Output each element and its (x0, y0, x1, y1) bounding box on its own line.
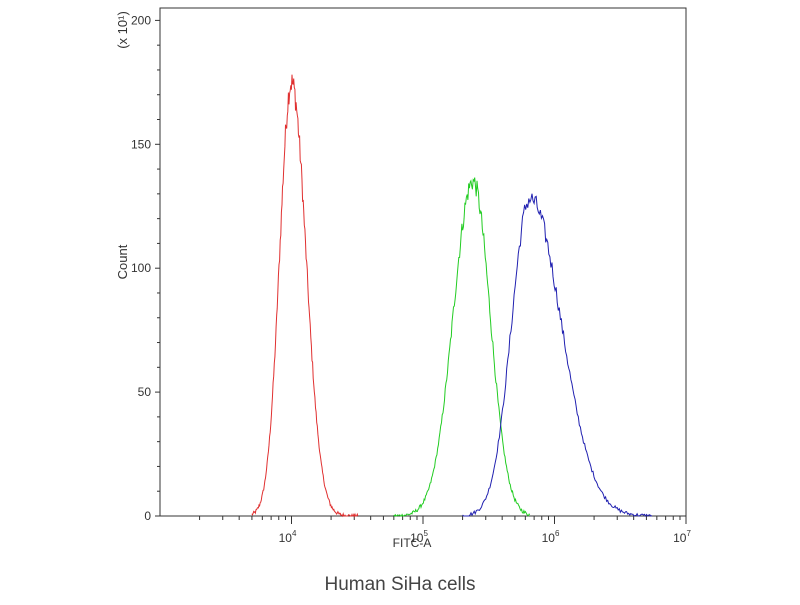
y-axis-label: Count (115, 244, 130, 279)
plot-frame (159, 7, 687, 517)
x-axis: 104 105 106 107 (199, 516, 691, 545)
y-tick-label: 0 (144, 509, 151, 523)
series-2-curve (393, 177, 531, 517)
x-axis-label: FITC-A (393, 536, 432, 550)
series-layer (251, 74, 653, 518)
y-tick-label: 150 (131, 137, 151, 151)
x-tick-label: 104 (279, 529, 297, 545)
x-tick-label: 106 (542, 529, 560, 545)
chart-caption: Human SiHa cells (324, 574, 476, 595)
series-1-curve (251, 74, 359, 518)
y-tick-label: 200 (131, 13, 151, 27)
y-axis: 0 50 100 150 200 (131, 13, 160, 523)
y-tick-label: 100 (131, 261, 151, 275)
x-tick-label: 107 (673, 529, 691, 545)
y-tick-label: 50 (138, 385, 152, 399)
y-multiplier-label: (x 10¹) (115, 11, 130, 49)
series-3-curve (462, 193, 653, 517)
